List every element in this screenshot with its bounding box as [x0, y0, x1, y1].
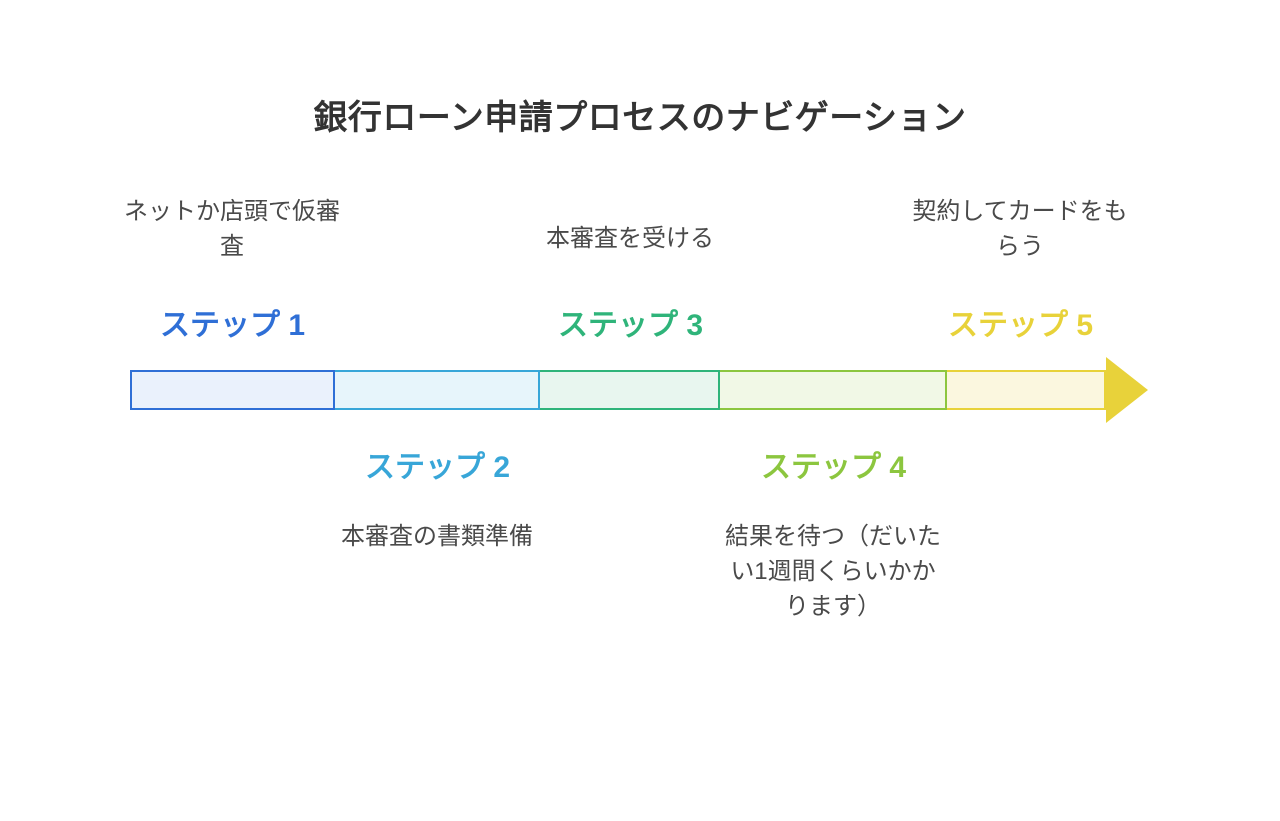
step-2-label: ステップ 2 [335, 442, 540, 486]
timeline-segment-3 [540, 370, 720, 410]
step-1-label: ステップ 1 [130, 300, 335, 344]
step-5-label: ステップ 5 [918, 300, 1123, 344]
step-1-desc: ネットか店頭で仮審査 [122, 195, 342, 265]
step-4-label: ステップ 4 [731, 442, 936, 486]
step-3-desc: 本審査を受ける [520, 222, 740, 257]
timeline-segment-5 [947, 370, 1106, 410]
step-5-desc: 契約してカードをもらう [910, 195, 1130, 265]
timeline-segment-1 [130, 370, 335, 410]
timeline-segment-2 [335, 370, 540, 410]
arrowhead-icon [1106, 357, 1148, 423]
timeline-arrow [130, 370, 1148, 410]
step-2-desc: 本審査の書類準備 [327, 520, 547, 555]
step-4-desc: 結果を待つ（だいたい1週間くらいかかります） [723, 520, 943, 624]
timeline-segment-4 [720, 370, 947, 410]
step-3-label: ステップ 3 [528, 300, 733, 344]
page-title: 銀行ローン申請プロセスのナビゲーション [0, 90, 1280, 139]
